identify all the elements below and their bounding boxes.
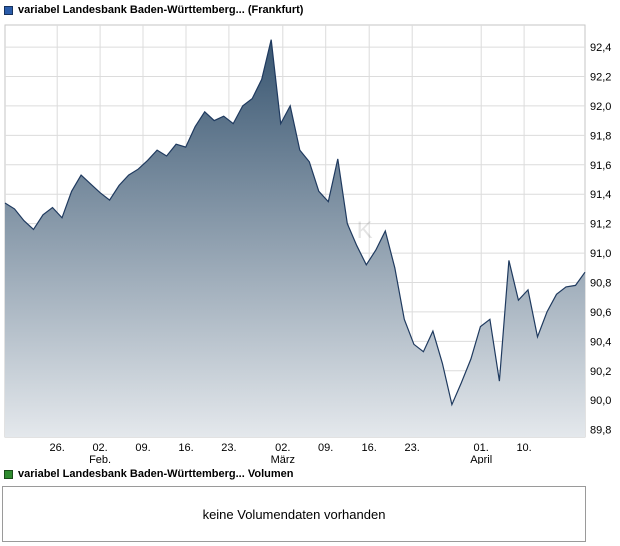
month-label: April — [470, 454, 492, 464]
x-axis-label: 02. — [92, 442, 107, 454]
month-label: März — [271, 454, 295, 464]
price-chart: ECK92,492,292,091,891,691,491,291,090,89… — [4, 24, 611, 464]
x-axis-label: 09. — [318, 442, 333, 454]
chart-title-bar: variabel Landesbank Baden-Württemberg...… — [0, 0, 620, 20]
x-axis-label: 02. — [275, 442, 290, 454]
x-axis-label: 16. — [178, 442, 193, 454]
y-axis-label: 91,8 — [590, 130, 611, 142]
volume-series-marker-icon — [4, 469, 13, 479]
x-axis-label: 16. — [362, 442, 377, 454]
y-axis-label: 92,0 — [590, 101, 611, 113]
y-axis-label: 92,4 — [590, 42, 611, 54]
y-axis-label: 91,4 — [590, 189, 611, 201]
y-axis-label: 90,0 — [590, 395, 611, 407]
y-axis-label: 90,6 — [590, 307, 611, 319]
price-line — [4, 39, 586, 407]
volume-panel: keine Volumendaten vorhanden — [2, 486, 586, 542]
y-axis-label: 90,2 — [590, 366, 611, 378]
month-label: Feb. — [89, 454, 111, 464]
price-series-marker-icon — [4, 5, 13, 15]
x-axis-label: 23. — [221, 442, 236, 454]
y-axis-label: 92,2 — [590, 72, 611, 84]
volume-legend-row: variabel Landesbank Baden-Württemberg...… — [0, 466, 620, 482]
x-axis-label: 10. — [516, 442, 531, 454]
x-axis-label: 26. — [50, 442, 65, 454]
y-axis-label: 89,8 — [590, 425, 611, 437]
chart-title: variabel Landesbank Baden-Württemberg...… — [18, 4, 304, 16]
x-axis-label: 09. — [135, 442, 150, 454]
no-volume-message: keine Volumendaten vorhanden — [202, 506, 386, 522]
y-axis-label: 90,8 — [590, 278, 611, 290]
y-axis-label: 90,4 — [590, 336, 611, 348]
y-axis-label: 91,0 — [590, 248, 611, 260]
volume-legend-label: variabel Landesbank Baden-Württemberg...… — [18, 468, 294, 480]
y-axis-label: 91,6 — [590, 160, 611, 172]
x-axis-label: 23. — [405, 442, 420, 454]
x-axis-label: 01. — [474, 442, 489, 454]
y-axis-label: 91,2 — [590, 219, 611, 231]
price-area — [5, 39, 585, 437]
